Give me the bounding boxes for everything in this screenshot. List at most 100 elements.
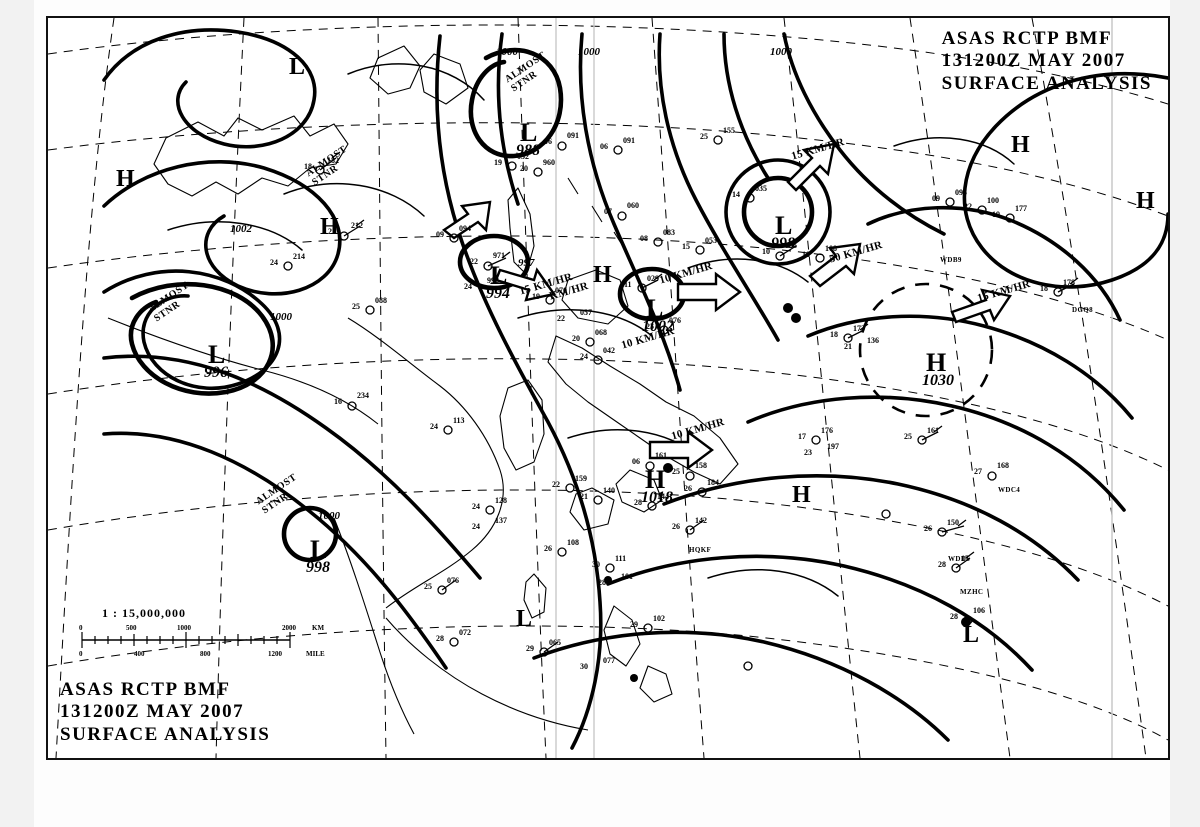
station-plot-pressure-14: 060	[627, 201, 639, 210]
station-id-DGQ8: DGQ8	[1072, 306, 1094, 314]
station-plot-pressure-46: 077	[603, 656, 615, 665]
station-id-HQKF: HQKF	[689, 546, 712, 554]
station-plot-pressure-16: 029	[647, 274, 659, 283]
station-plot-pressure-17: 068	[595, 328, 607, 337]
station-plot-temp-0: 18	[304, 162, 312, 171]
motion-arrows	[441, 142, 1012, 471]
station-plot-pressure-32: 184	[707, 478, 719, 487]
station-plot-pressure-6: 971	[493, 251, 505, 260]
footer-line-3: SURFACE ANALYSIS	[60, 723, 271, 745]
station-plot-temp-46: 30	[580, 662, 588, 671]
scale-km-tick-0: 0	[79, 624, 83, 632]
station-plot-temp-55: 19	[992, 210, 1000, 219]
scale-bar-graphic	[81, 632, 291, 648]
station-plot-pressure-20: 076	[669, 316, 681, 325]
station-plot-temp-17: 20	[572, 334, 580, 343]
pressure-value-998: 998	[771, 235, 795, 252]
scale-mile-tick-1: 400	[134, 650, 145, 658]
station-plot-temp-37: 24	[472, 502, 480, 511]
pressure-center-l-998: L	[310, 535, 328, 564]
station-plot-temp-15: 08	[640, 234, 648, 243]
scale-mile-tick-3: 1200	[268, 650, 282, 658]
pressure-center-l-998: L	[775, 211, 793, 240]
station-plot-temp-54: 22	[964, 202, 972, 211]
station-plot-temp-48: 27	[974, 467, 982, 476]
station-plot-temp-35: 21	[580, 492, 588, 501]
station-plot-temp-2: 24	[270, 258, 278, 267]
pressure-value-1030: 1030	[922, 372, 954, 389]
station-plot-temp-34: 26	[672, 522, 680, 531]
station-plot-pressure-30: 161	[655, 451, 667, 460]
station-plot-temp-25: 10	[802, 250, 810, 259]
pressure-value-998: 998	[306, 559, 330, 576]
scale-km-tick-3: 2000	[282, 624, 296, 632]
station-plot-temp-1: 21	[328, 227, 336, 236]
isobar-label-997-6: 997	[518, 257, 535, 269]
footer-line-2: 131200Z MAY 2007	[60, 701, 245, 723]
scan-edge-left	[0, 0, 34, 827]
pressure-value-1018: 1018	[641, 489, 673, 506]
station-plot-temp-23: 14	[732, 190, 740, 199]
station-plot-temp-41: 28	[598, 578, 606, 587]
station-plot-temp-36: 22	[552, 480, 560, 489]
station-plot-temp-53: 09	[932, 194, 940, 203]
pressure-center-glyph-h-6: H	[792, 482, 811, 508]
station-plot-pressure-23: 035	[755, 184, 767, 193]
station-plot-pressure-4: 234	[357, 391, 369, 400]
station-plot-temp-51: 28	[950, 612, 958, 621]
station-id-WDB9: WDB9	[940, 256, 962, 264]
station-plot-temp-22: 25	[700, 132, 708, 141]
station-plot-pressure-3: 088	[375, 296, 387, 305]
station-plot-temp-20: 23	[646, 322, 654, 331]
isobar-label-1000-0: 1000	[496, 46, 518, 58]
scale-bar: 1 : 15,000,000	[74, 606, 334, 662]
station-plot-temp-9: 19	[494, 158, 502, 167]
longitude-lines	[55, 18, 1147, 758]
station-plot-pressure-2: 214	[293, 252, 305, 261]
station-plot-pressure-31: 158	[695, 461, 707, 470]
station-plot-temp-18: 24	[580, 352, 588, 361]
station-plot-pressure-54: 100	[987, 196, 999, 205]
station-plot-pressure-0: 182	[327, 156, 339, 165]
station-plot-temp-50: 28	[938, 560, 946, 569]
scale-km-tick-1: 500	[126, 624, 137, 632]
station-plot-pressure-40: 111	[615, 554, 627, 563]
isobar-label-1000-3: 1000	[270, 311, 292, 323]
station-plot-pressure-38: 137	[495, 516, 507, 525]
isobar-label-1000-1: 1000	[578, 46, 600, 58]
isobars-bold	[102, 28, 1168, 750]
station-id-MZHC: MZHC	[960, 588, 984, 596]
header-line-2: 131200Z MAY 2007	[941, 50, 1126, 72]
station-plot-temp-28: 17	[798, 432, 806, 441]
high-pressure-dashed-circle	[858, 282, 994, 418]
station-plot-pressure-37: 128	[495, 496, 507, 505]
station-plot-pressure-19: 057	[580, 308, 592, 317]
scan-fold-lines	[555, 18, 1113, 758]
station-plot-pressure-5: 113	[453, 416, 465, 425]
station-plot-pressure-11: 070	[555, 286, 567, 295]
station-plot-temp-39: 26	[544, 544, 552, 553]
surface-analysis-map[interactable]: .iso { fill:none; stroke:#000; stroke-wi…	[46, 16, 1170, 760]
station-plot-pressure-47: 161	[927, 426, 939, 435]
pressure-value-996: 996	[204, 364, 228, 381]
station-plot-temp-13: 06	[600, 142, 608, 151]
map-graphics: .iso { fill:none; stroke:#000; stroke-wi…	[48, 18, 1168, 758]
pressure-center-l-1002: L	[646, 294, 664, 323]
station-plot-pressure-25: 108	[825, 244, 837, 253]
station-plot-pressure-51: 106	[973, 606, 985, 615]
station-plot-pressure-36: 159	[575, 474, 587, 483]
station-id-WDD6: WDD6	[948, 555, 971, 563]
station-plot-temp-32: 26	[684, 484, 692, 493]
station-plot-temp-47: 25	[904, 432, 912, 441]
pressure-center-h-1030: H	[926, 348, 947, 377]
station-plot-temp-27: 21	[844, 342, 852, 351]
pressure-center-glyph-l-0: L	[289, 54, 306, 80]
footer-title-block: ASAS RCTP BMF 131200Z MAY 2007 SURFACE A…	[60, 679, 270, 746]
station-plot-pressure-29: 197	[827, 442, 839, 451]
station-plot-pressure-52: 178	[1063, 278, 1075, 287]
station-plot-temp-21: 15	[682, 242, 690, 251]
station-plot-temp-49: 26	[924, 524, 932, 533]
station-plot-temp-45: 29	[526, 644, 534, 653]
station-plot-pressure-18: 042	[603, 346, 615, 355]
